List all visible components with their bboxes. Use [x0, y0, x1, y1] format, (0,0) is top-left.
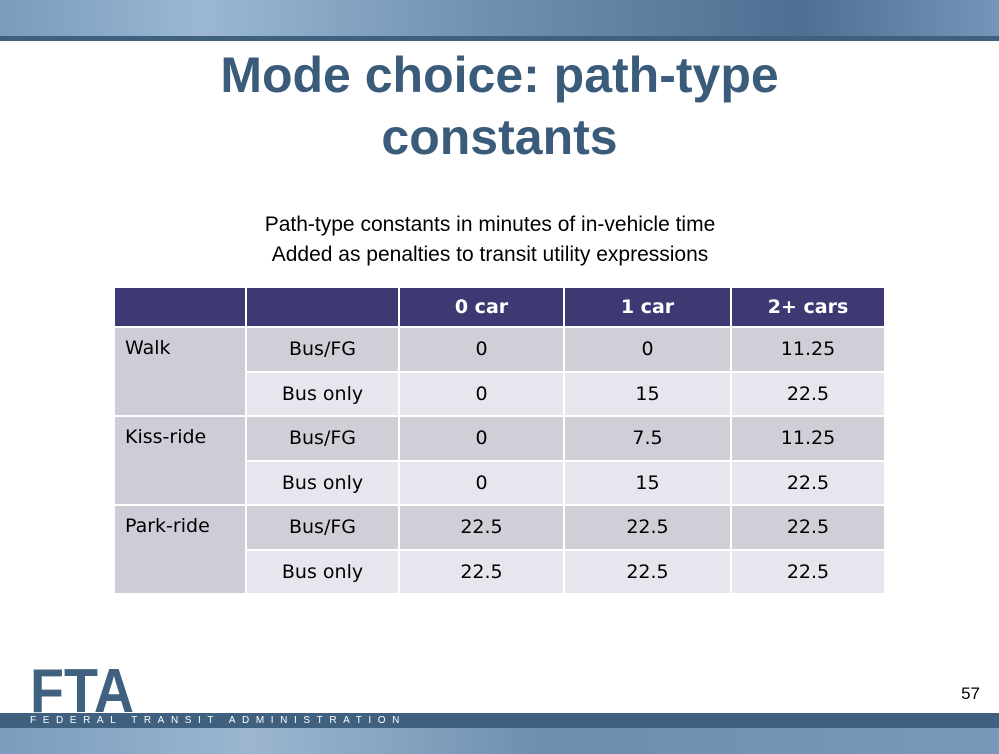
- value-cell: 15: [565, 461, 732, 506]
- value-cell: 22.5: [565, 506, 732, 551]
- value-cell: 0: [400, 461, 565, 506]
- value-cell: 15: [565, 372, 732, 417]
- group-label: Kiss-ride: [115, 417, 247, 506]
- path-type-cell: Bus only: [247, 372, 400, 417]
- value-cell: 0: [400, 372, 565, 417]
- fta-logo-text: FTA: [30, 660, 134, 716]
- agency-name: FEDERAL TRANSIT ADMINISTRATION: [30, 715, 406, 726]
- value-cell: 22.5: [732, 506, 886, 551]
- header-cell: [247, 288, 400, 328]
- page-number: 57: [961, 684, 980, 703]
- value-cell: 22.5: [732, 461, 886, 506]
- bottom-banner: [0, 728, 999, 754]
- footer-band: [0, 713, 999, 728]
- value-cell: 0: [400, 328, 565, 373]
- path-type-cell: Bus/FG: [247, 506, 400, 551]
- table-row: Bus only 0 15 22.5: [115, 372, 886, 417]
- value-cell: 22.5: [565, 550, 732, 595]
- value-cell: 11.25: [732, 417, 886, 462]
- table-header-row: 0 car 1 car 2+ cars: [115, 288, 886, 328]
- path-type-constants-table: 0 car 1 car 2+ cars Walk Bus/FG 0 0 11.2…: [115, 288, 886, 595]
- header-cell: 1 car: [565, 288, 732, 328]
- value-cell: 11.25: [732, 328, 886, 373]
- header-cell: [115, 288, 247, 328]
- slide-subtitle: Path-type constants in minutes of in-veh…: [0, 210, 980, 270]
- value-cell: 7.5: [565, 417, 732, 462]
- table-row: Bus only 0 15 22.5: [115, 461, 886, 506]
- value-cell: 22.5: [400, 550, 565, 595]
- header-cell: 2+ cars: [732, 288, 886, 328]
- title-line-1: Mode choice: path-type: [220, 47, 779, 103]
- subtitle-line-1: Path-type constants in minutes of in-veh…: [264, 213, 716, 236]
- path-type-cell: Bus only: [247, 461, 400, 506]
- value-cell: 22.5: [732, 372, 886, 417]
- subtitle-line-2: Added as penalties to transit utility ex…: [271, 243, 709, 266]
- slide-title: Mode choice: path-type constants: [0, 44, 999, 168]
- title-line-2: constants: [381, 109, 618, 165]
- path-type-cell: Bus/FG: [247, 328, 400, 373]
- value-cell: 22.5: [732, 550, 886, 595]
- fta-logo: FTA: [30, 660, 134, 716]
- header-cell: 0 car: [400, 288, 565, 328]
- path-type-cell: Bus/FG: [247, 417, 400, 462]
- top-banner: [0, 0, 999, 36]
- table-row: Walk Bus/FG 0 0 11.25: [115, 328, 886, 417]
- value-cell: 22.5: [400, 506, 565, 551]
- group-label: Park-ride: [115, 506, 247, 595]
- top-rule: [0, 36, 999, 41]
- table-row: Bus only 22.5 22.5 22.5: [115, 550, 886, 595]
- table-row: Kiss-ride Bus/FG 0 7.5 11.25: [115, 417, 886, 506]
- table-row: Park-ride Bus/FG 22.5 22.5 22.5: [115, 506, 886, 595]
- path-type-cell: Bus only: [247, 550, 400, 595]
- value-cell: 0: [565, 328, 732, 373]
- value-cell: 0: [400, 417, 565, 462]
- group-label: Walk: [115, 328, 247, 417]
